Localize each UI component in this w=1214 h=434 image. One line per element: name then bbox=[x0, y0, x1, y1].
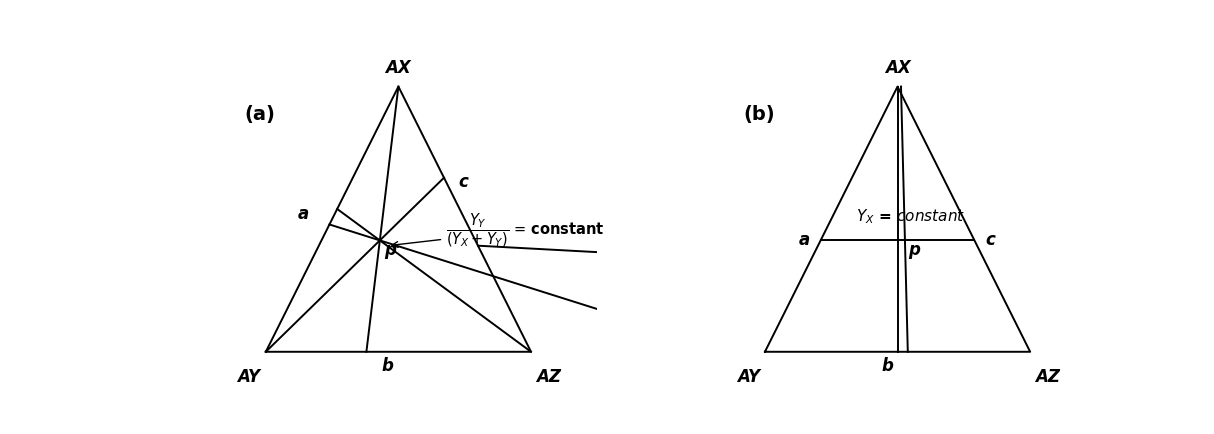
Text: (b): (b) bbox=[744, 105, 776, 124]
Text: c: c bbox=[459, 173, 469, 191]
Text: AX: AX bbox=[386, 59, 412, 77]
Text: AY: AY bbox=[737, 368, 760, 386]
Text: AZ: AZ bbox=[1036, 368, 1060, 386]
Text: p: p bbox=[908, 241, 920, 259]
Text: p: p bbox=[384, 241, 396, 259]
Text: c: c bbox=[985, 231, 995, 250]
Text: a: a bbox=[799, 231, 810, 250]
Text: b: b bbox=[382, 357, 393, 375]
Text: AX: AX bbox=[885, 59, 910, 77]
Text: $Y_X$ = $\mathit{constant}$: $Y_X$ = $\mathit{constant}$ bbox=[856, 207, 965, 226]
Text: AZ: AZ bbox=[537, 368, 561, 386]
Text: b: b bbox=[881, 357, 892, 375]
Text: AY: AY bbox=[238, 368, 261, 386]
Text: (a): (a) bbox=[244, 105, 276, 124]
Text: $\dfrac{Y_Y}{(Y_X+Y_Y)}$ = $\mathit{\mathbf{constant}}$: $\dfrac{Y_Y}{(Y_X+Y_Y)}$ = $\mathit{\mat… bbox=[392, 211, 605, 249]
Text: a: a bbox=[297, 205, 308, 223]
